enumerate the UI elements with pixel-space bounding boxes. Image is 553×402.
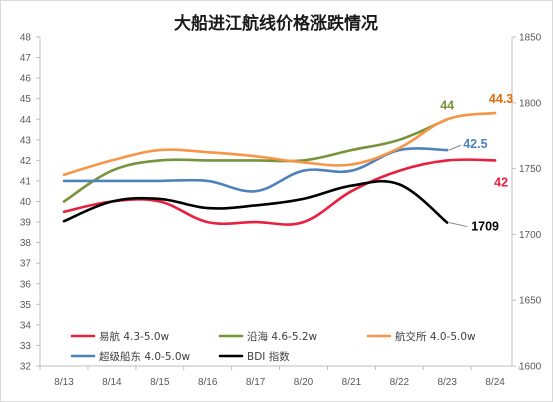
end-label: 42 bbox=[494, 175, 508, 189]
left-tick-label: 34 bbox=[20, 320, 32, 331]
left-tick-label: 46 bbox=[20, 74, 32, 85]
series-line bbox=[62, 179, 449, 224]
left-tick-label: 41 bbox=[20, 176, 32, 187]
legend-label: 超级船东 4.0-5.0w bbox=[99, 350, 191, 363]
x-tick-label: 8/22 bbox=[390, 377, 410, 388]
right-tick-label: 1700 bbox=[519, 230, 542, 241]
legend-label: 易航 4.3-5.0w bbox=[99, 330, 170, 343]
legend-label: 沿海 4.6-5.2w bbox=[247, 330, 318, 343]
series-line bbox=[62, 158, 497, 226]
series-line bbox=[62, 111, 497, 177]
legend: 易航 4.3-5.0w 沿海 4.6-5.2w 航交所 4.0-5.0w 超级船东 4… bbox=[70, 330, 476, 363]
right-tick-label: 1800 bbox=[519, 98, 542, 109]
x-tick-label: 8/16 bbox=[198, 377, 218, 388]
left-tick-label: 47 bbox=[20, 53, 32, 64]
x-tick-label: 8/17 bbox=[246, 377, 266, 388]
left-tick-label: 32 bbox=[20, 362, 32, 373]
end-labels: 42 44 42.5 1709 44.3 bbox=[440, 92, 513, 233]
right-tick-label: 1600 bbox=[519, 362, 542, 373]
series-lines bbox=[62, 111, 497, 226]
left-tick-label: 44 bbox=[20, 115, 32, 126]
x-tick-label: 8/14 bbox=[102, 377, 122, 388]
left-tick-label: 45 bbox=[20, 94, 32, 105]
left-tick-label: 40 bbox=[20, 197, 32, 208]
left-tick-label: 39 bbox=[20, 218, 32, 229]
right-tick-label: 1850 bbox=[519, 33, 542, 44]
left-tick-label: 48 bbox=[20, 33, 32, 44]
legend-label: 航交所 4.0-5.0w bbox=[395, 330, 476, 343]
left-tick-label: 37 bbox=[20, 259, 32, 270]
right-tick-label: 1750 bbox=[519, 164, 542, 175]
x-tick-label: 8/24 bbox=[485, 377, 505, 388]
label-leader-line bbox=[449, 144, 462, 151]
label-leader-line bbox=[449, 222, 468, 228]
end-label: 44 bbox=[440, 98, 454, 112]
axes: 32 33 34 35 36 37 38 39 40 41 42 43 44 45 46 47 48 1600 16… bbox=[20, 33, 542, 389]
left-tick-label: 38 bbox=[20, 238, 32, 249]
left-tick-label: 36 bbox=[20, 279, 32, 290]
end-label: 42.5 bbox=[463, 137, 487, 151]
x-tick-label: 8/21 bbox=[342, 377, 362, 388]
chart-title: 大船进江航线价格涨跌情况 bbox=[174, 13, 378, 34]
series-line bbox=[62, 118, 449, 203]
left-tick-label: 33 bbox=[20, 341, 32, 352]
right-tick-label: 1650 bbox=[519, 296, 542, 307]
x-tick-label: 8/20 bbox=[294, 377, 314, 388]
x-tick-label: 8/13 bbox=[54, 377, 74, 388]
left-tick-label: 42 bbox=[20, 156, 32, 167]
x-tick-label: 8/15 bbox=[150, 377, 170, 388]
legend-label: BDI 指数 bbox=[247, 350, 290, 363]
left-tick-label: 35 bbox=[20, 300, 32, 311]
left-tick-label: 43 bbox=[20, 135, 32, 146]
end-label: 1709 bbox=[471, 220, 499, 234]
series-line bbox=[62, 147, 449, 193]
end-label: 44.3 bbox=[489, 92, 513, 106]
x-tick-label: 8/23 bbox=[437, 377, 457, 388]
